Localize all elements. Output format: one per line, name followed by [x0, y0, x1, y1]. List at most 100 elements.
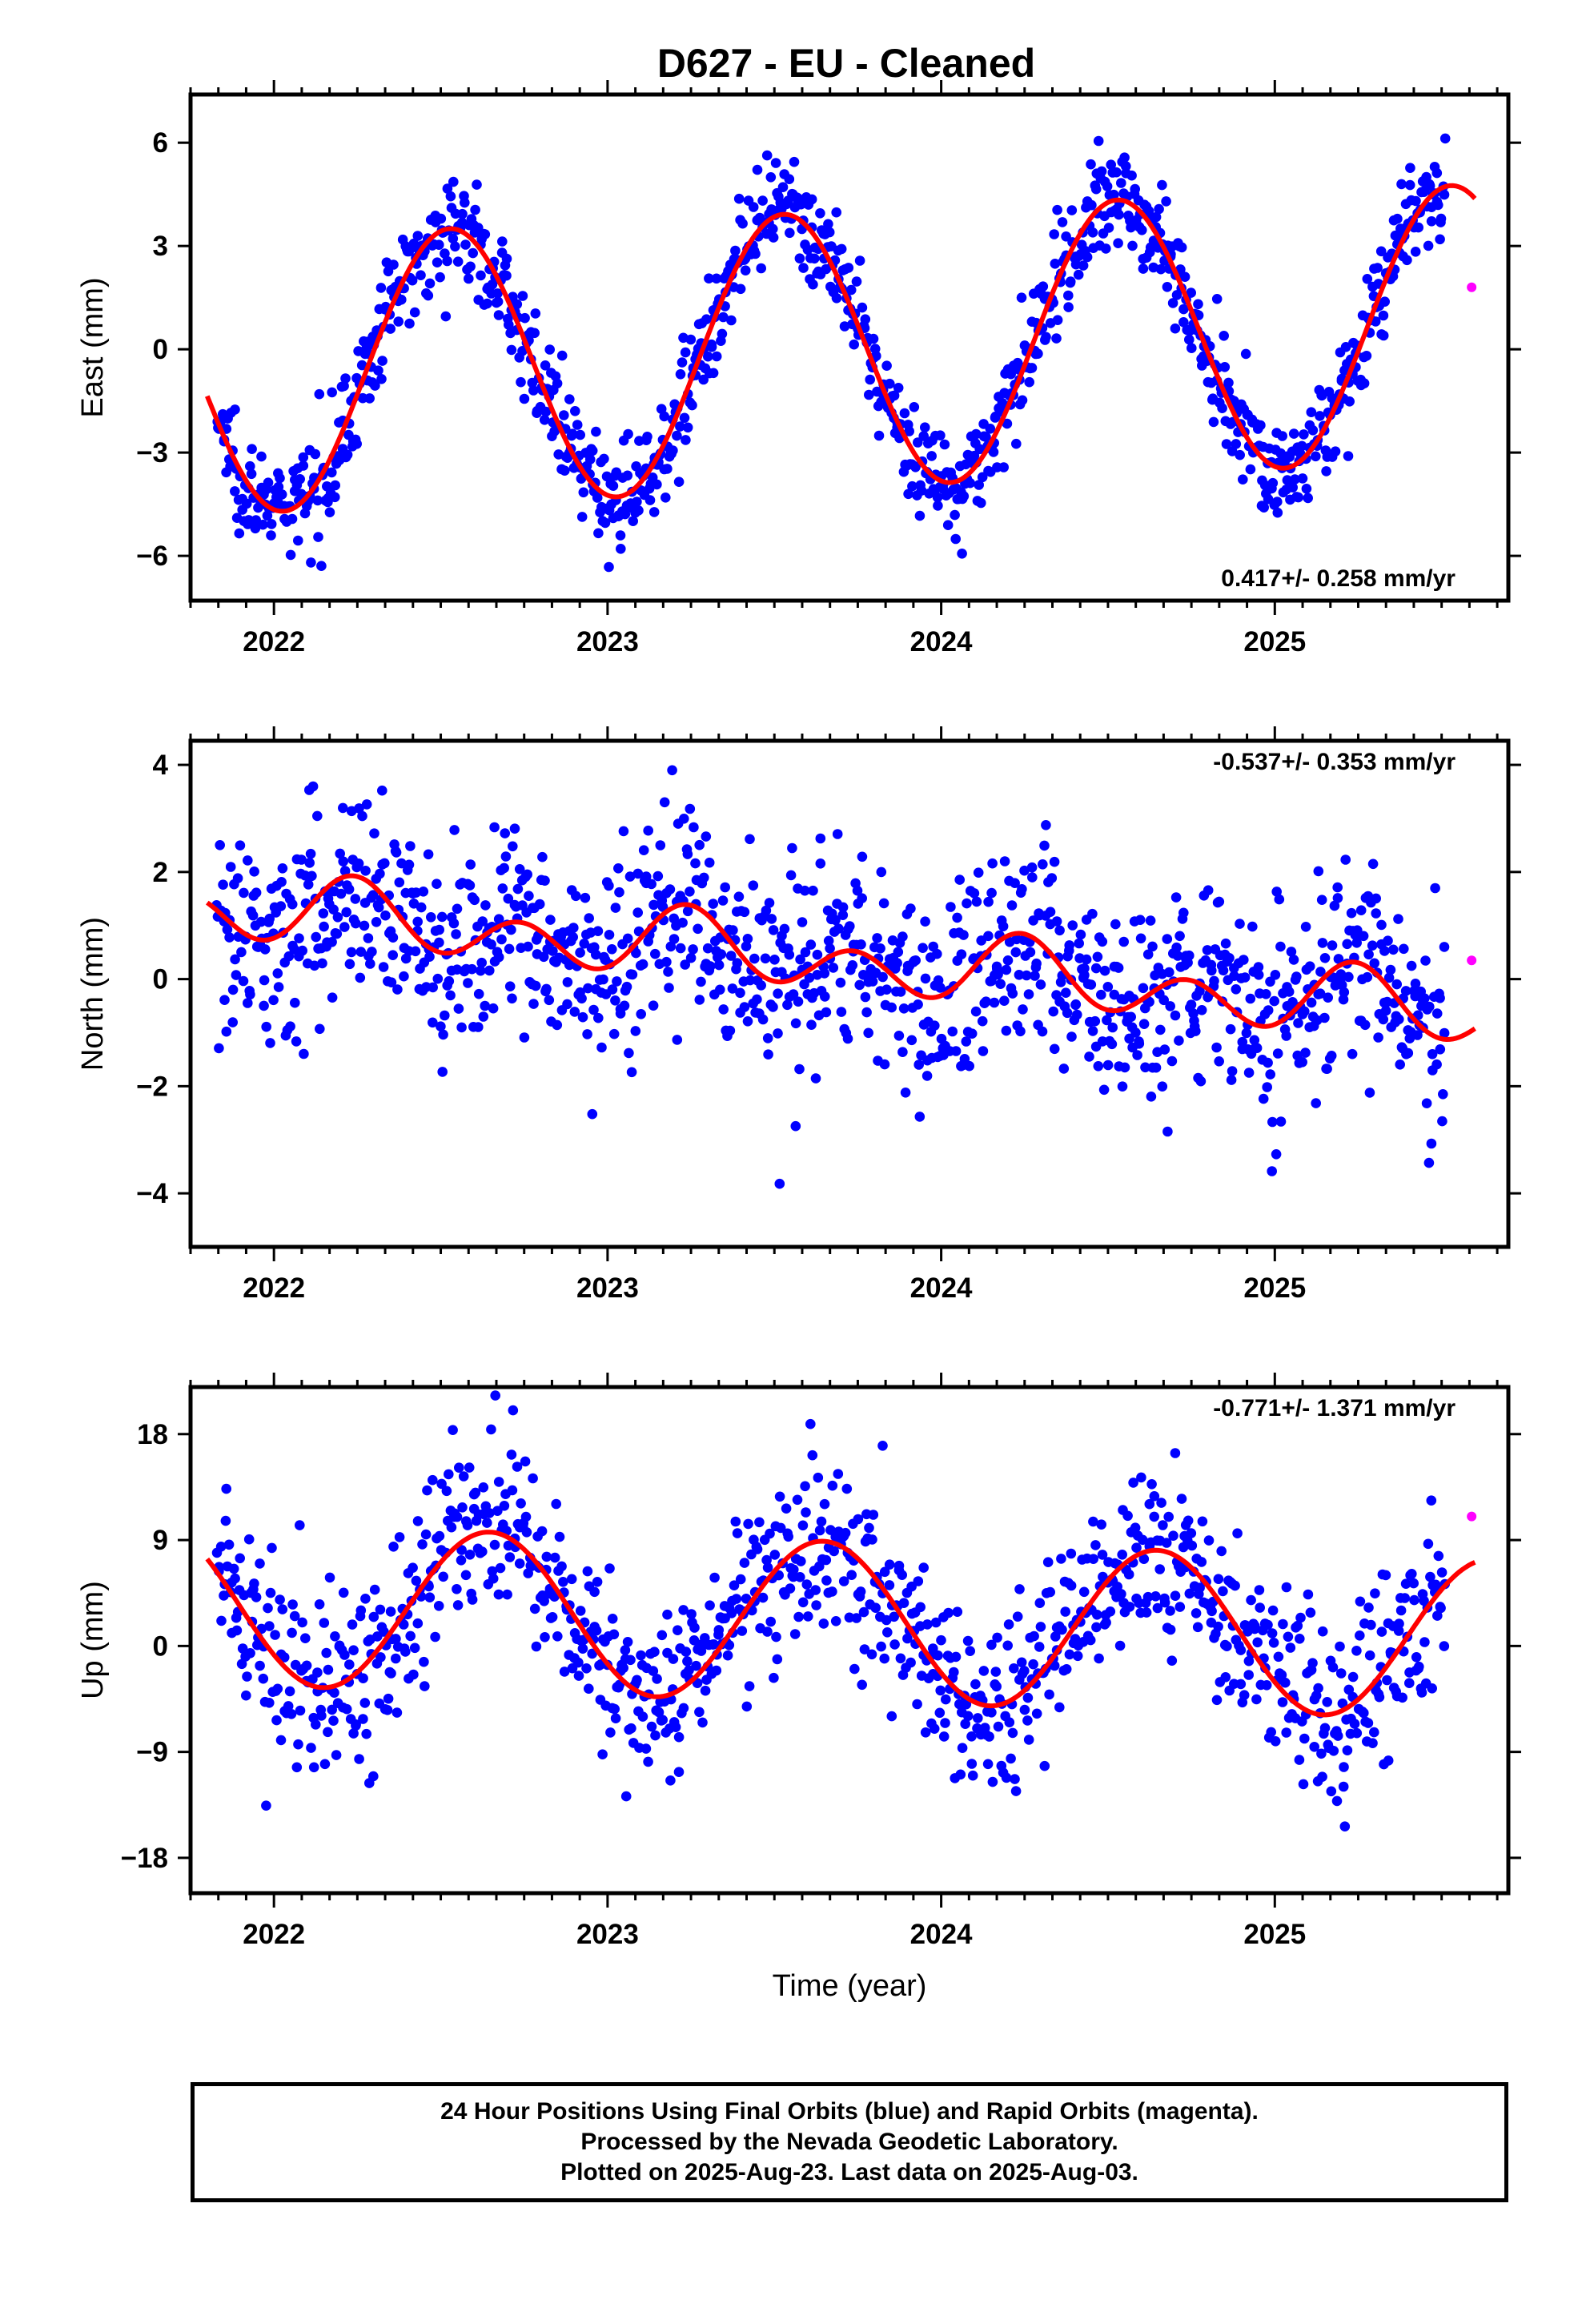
final-point: [1174, 931, 1185, 942]
y-tick-label: 9: [153, 1525, 168, 1556]
final-point: [659, 411, 669, 422]
final-point: [935, 983, 946, 993]
final-point: [1217, 403, 1227, 413]
final-point: [823, 219, 833, 230]
final-point: [420, 1529, 432, 1540]
final-point: [819, 968, 830, 979]
final-point: [743, 1518, 753, 1530]
final-point: [886, 1711, 897, 1722]
final-point: [323, 497, 333, 508]
final-point: [261, 1021, 272, 1032]
final-point: [323, 1727, 333, 1738]
final-point: [1171, 942, 1182, 953]
final-point: [1339, 1762, 1349, 1772]
final-point: [216, 1615, 227, 1626]
final-point: [630, 1026, 641, 1036]
final-point: [445, 191, 456, 202]
final-point: [637, 959, 648, 970]
final-point: [910, 955, 921, 966]
final-point: [863, 1027, 873, 1039]
final-point: [1010, 1786, 1022, 1796]
final-point: [290, 997, 300, 1008]
final-point: [245, 989, 255, 1000]
final-point: [855, 1586, 866, 1597]
final-point: [940, 1718, 950, 1728]
final-point: [1061, 1664, 1072, 1675]
final-point: [628, 516, 638, 526]
final-point: [961, 1699, 972, 1710]
final-point: [291, 1036, 302, 1047]
final-point: [327, 387, 338, 398]
final-point: [1235, 1645, 1247, 1655]
final-point: [699, 872, 709, 883]
final-point: [1052, 315, 1063, 326]
final-point: [556, 350, 568, 361]
final-point: [1270, 1736, 1281, 1747]
final-point: [564, 394, 575, 404]
final-point: [1168, 1530, 1178, 1541]
final-point: [562, 977, 573, 987]
final-point: [966, 1731, 977, 1742]
final-point: [514, 864, 525, 875]
final-point: [584, 913, 594, 923]
final-point: [539, 1596, 549, 1606]
final-point: [1388, 944, 1399, 955]
final-point: [958, 491, 970, 501]
final-point: [230, 1573, 240, 1584]
final-point: [1372, 263, 1383, 273]
final-point: [1197, 1516, 1208, 1527]
final-point: [618, 1663, 628, 1674]
final-point: [926, 451, 937, 461]
final-point: [355, 972, 366, 983]
final-point: [893, 1560, 905, 1571]
final-point: [1150, 1591, 1161, 1602]
final-point: [1035, 979, 1046, 990]
final-point: [512, 1462, 523, 1472]
final-point: [1306, 407, 1317, 417]
final-point: [792, 1494, 803, 1506]
final-point: [762, 1562, 773, 1573]
final-point: [261, 1800, 271, 1811]
final-point: [247, 910, 259, 921]
final-point: [608, 480, 619, 491]
final-point: [1380, 1570, 1391, 1581]
final-point: [584, 1683, 594, 1694]
final-point: [717, 328, 728, 340]
final-point: [593, 528, 604, 539]
final-point: [816, 1516, 827, 1527]
final-point: [344, 1659, 355, 1670]
final-point: [516, 376, 526, 388]
final-point: [1001, 964, 1012, 975]
final-point: [552, 1019, 563, 1031]
final-point: [648, 1666, 659, 1676]
final-point: [1010, 878, 1020, 888]
final-point: [1317, 938, 1328, 948]
final-point: [1404, 1678, 1415, 1688]
final-point: [582, 1566, 593, 1577]
final-point: [1419, 993, 1430, 1003]
final-point: [258, 519, 268, 530]
final-point: [1432, 1610, 1443, 1621]
final-point: [1051, 916, 1062, 927]
final-point: [536, 1526, 548, 1537]
final-point: [1045, 907, 1056, 917]
final-point: [1307, 425, 1319, 436]
final-point: [760, 953, 771, 964]
final-point: [529, 1603, 540, 1614]
final-point: [915, 1602, 926, 1613]
final-point: [328, 1715, 339, 1726]
final-point: [851, 276, 862, 287]
final-point: [619, 1000, 630, 1011]
final-point: [941, 1694, 951, 1705]
final-point: [1138, 263, 1149, 274]
final-point: [364, 393, 375, 404]
final-point: [1170, 1010, 1181, 1021]
final-point: [1096, 166, 1107, 177]
final-point: [770, 158, 781, 168]
final-point: [1371, 908, 1381, 919]
final-point: [673, 476, 685, 487]
final-point: [1184, 950, 1195, 961]
final-point: [530, 980, 541, 991]
final-point: [251, 887, 262, 898]
final-point: [1049, 229, 1059, 239]
